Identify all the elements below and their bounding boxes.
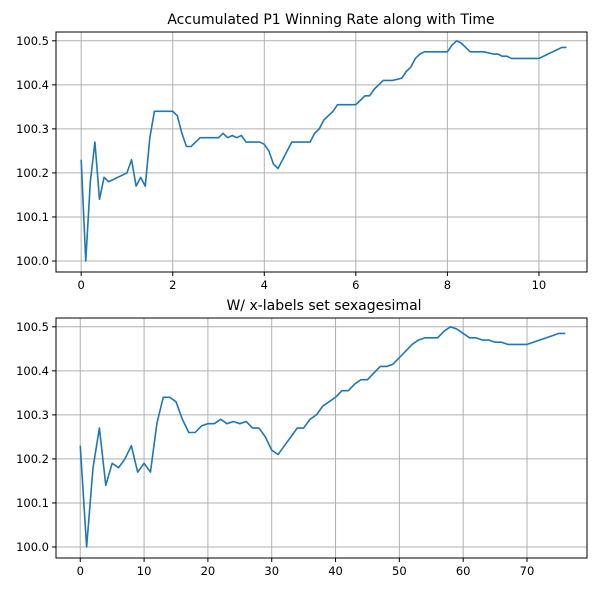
y-tick-label: 100.1 — [16, 496, 49, 510]
x-tick-label: 30 — [264, 564, 279, 578]
x-tick-label: 40 — [328, 564, 343, 578]
chart-title: W/ x-labels set sexagesimal — [226, 298, 421, 314]
x-tick-label: 4 — [261, 278, 268, 292]
y-tick-label: 100.5 — [16, 34, 49, 48]
x-tick-label: 6 — [352, 278, 359, 292]
y-tick-label: 100.0 — [16, 254, 49, 268]
y-tick-label: 100.4 — [16, 364, 49, 378]
x-tick-label: 60 — [456, 564, 471, 578]
series-line — [79, 326, 566, 548]
plot-frame — [55, 317, 588, 559]
series-line — [80, 40, 567, 262]
x-tick-label: 8 — [444, 278, 451, 292]
chart-sexagesimal: W/ x-labels set sexagesimal 0 10 20 30 40 50 6… — [16, 298, 588, 578]
x-tick-label: 50 — [392, 564, 407, 578]
x-tick-label: 20 — [201, 564, 216, 578]
y-tick-label: 100.3 — [16, 408, 49, 422]
chart-title: Accumulated P1 Winning Rate along with T… — [167, 12, 494, 28]
y-tick-label: 100.5 — [16, 320, 49, 334]
y-tick-label: 100.3 — [16, 122, 49, 136]
y-tick-label: 100.2 — [16, 166, 49, 180]
x-tick-label: 10 — [532, 278, 547, 292]
y-tick-label: 100.2 — [16, 452, 49, 466]
y-tick-label: 100.0 — [16, 540, 49, 554]
x-tick-label: 10 — [137, 564, 152, 578]
y-tick-label: 100.1 — [16, 210, 49, 224]
y-tick-label: 100.4 — [16, 78, 49, 92]
grid — [56, 318, 587, 558]
chart-accumulated-winning-rate: Accumulated P1 Winning Rate along with T… — [16, 12, 588, 292]
x-tick-label: 70 — [520, 564, 535, 578]
x-tick-label: 0 — [77, 564, 84, 578]
x-tick-label: 2 — [169, 278, 176, 292]
plot-frame — [55, 31, 588, 273]
axis-ticks: 0 10 20 30 40 50 60 70 100.0 100.1 100.2 100.3 100.4… — [16, 320, 534, 578]
x-tick-label: 0 — [78, 278, 85, 292]
grid — [56, 32, 587, 272]
axis-ticks: 0 2 4 6 8 10 100.0 100.1 100.2 100.3 100.4 100.5 — [16, 34, 546, 292]
